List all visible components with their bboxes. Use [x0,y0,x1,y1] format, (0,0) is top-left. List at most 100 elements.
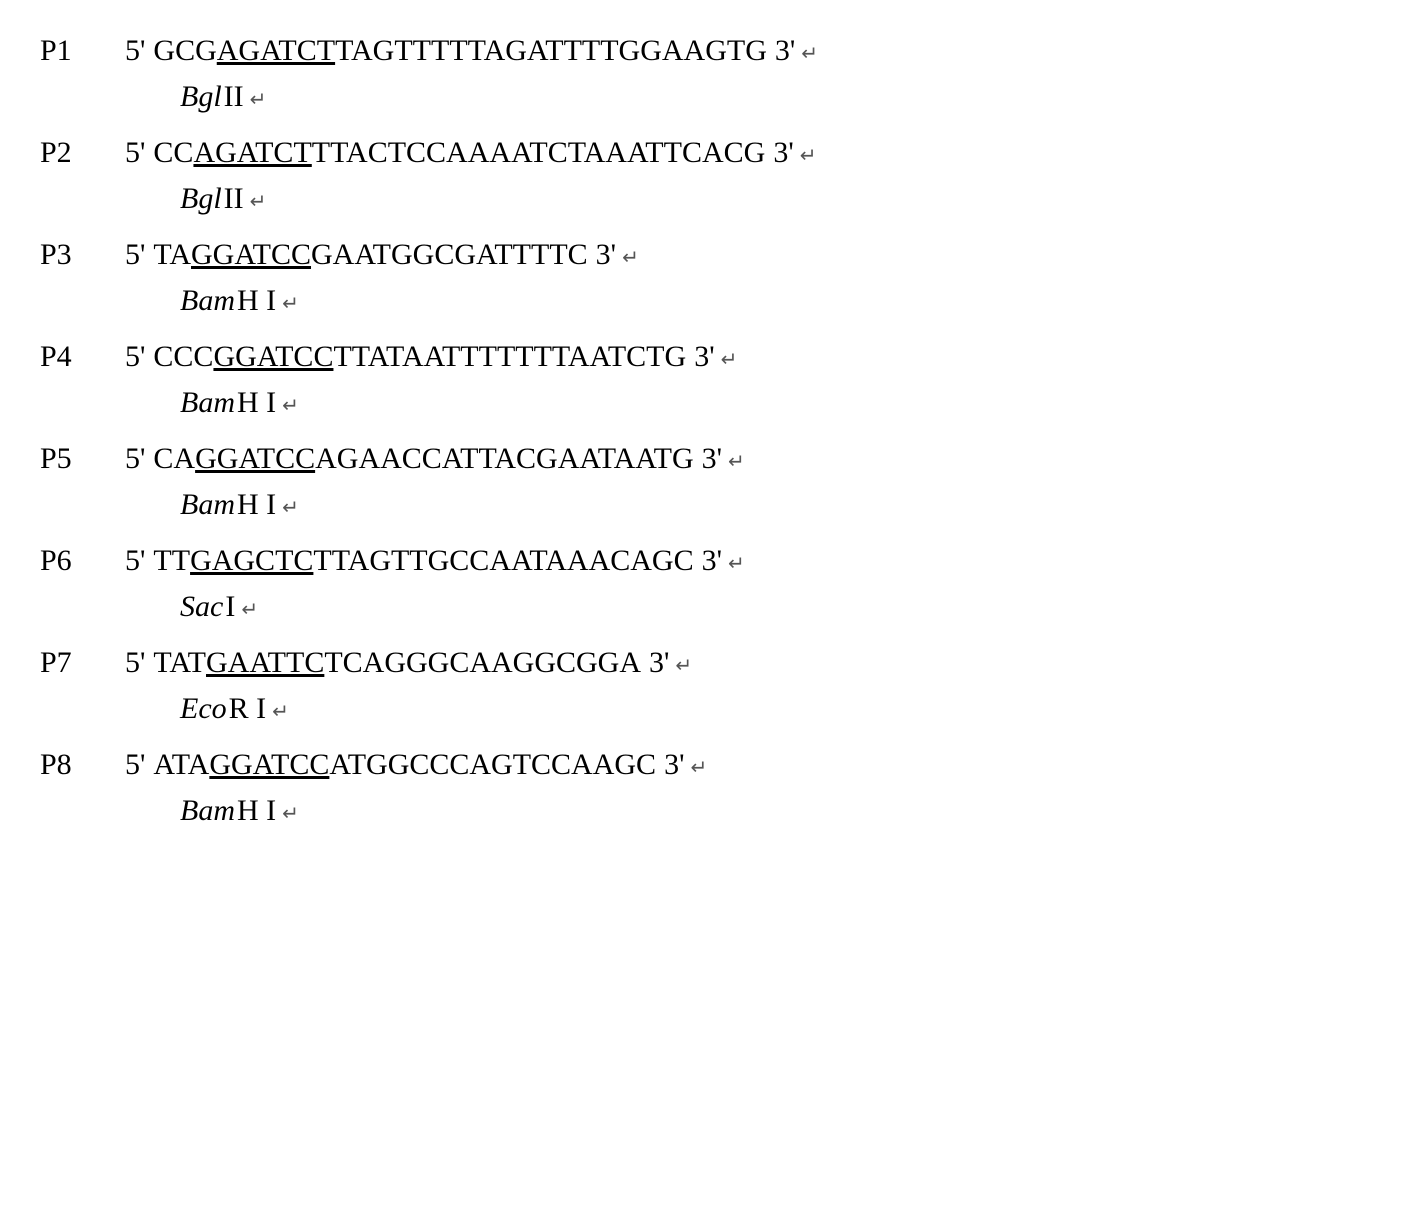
sequence-post: TCAGGGCAAGGCGGA [324,646,641,679]
return-mark-icon: ↵ [250,191,267,213]
five-prime-label: 5' [125,136,145,169]
primer-label: P6 [40,540,125,582]
sequence-line: 5'CCCGGATCCTTATAATTTTTTTAATCTG3' ↵ [125,340,737,373]
enzyme-line: BamH I ↵ [180,280,1385,322]
sequence-container: 5'CCAGATCTTTACTCCAAAATCTAAATTCACG3' ↵ [125,132,1385,174]
enzyme-name-italic: Bam [180,386,235,419]
return-mark-icon: ↵ [728,451,745,473]
return-mark-icon: ↵ [282,497,299,519]
three-prime-label: 3' [664,748,684,781]
enzyme-name-italic: Bgl [180,182,222,215]
sequence-container: 5'TAGGATCCGAATGGCGATTTTC3' ↵ [125,234,1385,276]
sequence-container: 5'CCCGGATCCTTATAATTTTTTTAATCTG3' ↵ [125,336,1385,378]
sequence-pre: ATA [153,748,209,781]
sequence-pre: TA [153,238,191,271]
five-prime-label: 5' [125,748,145,781]
sequence-pre: TAT [153,646,206,679]
return-mark-icon: ↵ [801,43,818,65]
restriction-site: GAGCTC [190,544,313,577]
sequence-pre: CC [153,136,193,169]
sequence-post: AGAACCATTACGAATAATG [315,442,694,475]
enzyme-line: BglII ↵ [180,178,1385,220]
restriction-site: GAATTC [206,646,324,679]
return-mark-icon: ↵ [282,395,299,417]
sequence-post: GAATGGCGATTTTC [311,238,588,271]
enzyme-suffix: R I [229,692,267,725]
primer-label: P2 [40,132,125,174]
primer-label: P8 [40,744,125,786]
enzyme-suffix: H I [237,284,276,317]
enzyme-name-italic: Bgl [180,80,222,113]
sequence-pre: CCC [153,340,213,373]
primer-row: P15'GCGAGATCTTAGTTTTTAGATTTTGGAAGTG3'↵ [40,30,1385,72]
sequence-line: 5'CCAGATCTTTACTCCAAAATCTAAATTCACG3' ↵ [125,136,816,169]
primer-label: P3 [40,234,125,276]
primer-label: P7 [40,642,125,684]
five-prime-label: 5' [125,340,145,373]
enzyme-name-italic: Sac [180,590,223,623]
restriction-site: GGATCC [209,748,329,781]
enzyme-name-italic: Eco [180,692,227,725]
sequence-line: 5'TAGGATCCGAATGGCGATTTTC3' ↵ [125,238,639,271]
enzyme-line: BamH I ↵ [180,484,1385,526]
sequence-post: TTAGTTGCCAATAAACAGC [313,544,693,577]
enzyme-suffix: H I [237,488,276,521]
return-mark-icon: ↵ [622,247,639,269]
restriction-site: GGATCC [195,442,315,475]
enzyme-suffix: H I [237,386,276,419]
sequence-container: 5'ATAGGATCCATGGCCCAGTCCAAGC3'↵ [125,744,1385,786]
return-mark-icon: ↵ [282,803,299,825]
five-prime-label: 5' [125,646,145,679]
return-mark-icon: ↵ [250,89,267,111]
enzyme-name-italic: Bam [180,488,235,521]
sequence-post: TAGTTTTTAGATTTTGGAAGTG [335,34,767,67]
primer-row: P85'ATAGGATCCATGGCCCAGTCCAAGC3'↵ [40,744,1385,786]
sequence-pre: GCG [153,34,216,67]
primer-row: P45'CCCGGATCCTTATAATTTTTTTAATCTG3' ↵ [40,336,1385,378]
three-prime-label: 3' [596,238,616,271]
return-mark-icon: ↵ [800,145,817,167]
primer-list: P15'GCGAGATCTTAGTTTTTAGATTTTGGAAGTG3'↵Bg… [40,30,1385,832]
sequence-pre: TT [153,544,190,577]
enzyme-name-italic: Bam [180,794,235,827]
three-prime-label: 3' [649,646,669,679]
sequence-line: 5'CAGGATCCAGAACCATTACGAATAATG3'↵ [125,442,745,475]
restriction-site: GGATCC [213,340,333,373]
three-prime-label: 3' [775,34,795,67]
return-mark-icon: ↵ [690,757,707,779]
enzyme-suffix: H I [237,794,276,827]
sequence-post: TTATAATTTTTTTAATCTG [333,340,686,373]
five-prime-label: 5' [125,238,145,271]
enzyme-name-italic: Bam [180,284,235,317]
enzyme-line: EcoR I↵ [180,688,1385,730]
return-mark-icon: ↵ [241,599,258,621]
primer-label: P5 [40,438,125,480]
sequence-line: 5'TATGAATTCTCAGGGCAAGGCGGA3'↵ [125,646,692,679]
sequence-container: 5'GCGAGATCTTAGTTTTTAGATTTTGGAAGTG3'↵ [125,30,1385,72]
primer-row: P55'CAGGATCCAGAACCATTACGAATAATG3'↵ [40,438,1385,480]
return-mark-icon: ↵ [282,293,299,315]
primer-row: P35'TAGGATCCGAATGGCGATTTTC3' ↵ [40,234,1385,276]
sequence-pre: CA [153,442,195,475]
three-prime-label: 3' [773,136,793,169]
enzyme-suffix: II [224,80,244,113]
restriction-site: AGATCT [193,136,311,169]
enzyme-line: BglII ↵ [180,76,1385,118]
primer-label: P4 [40,336,125,378]
restriction-site: GGATCC [191,238,311,271]
five-prime-label: 5' [125,544,145,577]
sequence-container: 5'TTGAGCTCTTAGTTGCCAATAAACAGC 3' ↵ [125,540,1385,582]
enzyme-suffix: I [225,590,235,623]
enzyme-suffix: II [224,182,244,215]
three-prime-label: 3' [702,442,722,475]
sequence-container: 5'TATGAATTCTCAGGGCAAGGCGGA3'↵ [125,642,1385,684]
sequence-post: TTACTCCAAAATCTAAATTCACG [312,136,766,169]
return-mark-icon: ↵ [721,349,738,371]
enzyme-line: SacI ↵ [180,586,1385,628]
sequence-container: 5'CAGGATCCAGAACCATTACGAATAATG3'↵ [125,438,1385,480]
three-prime-label: 3' [702,544,722,577]
enzyme-line: BamH I ↵ [180,382,1385,424]
three-prime-label: 3' [694,340,714,373]
primer-label: P1 [40,30,125,72]
return-mark-icon: ↵ [728,553,745,575]
